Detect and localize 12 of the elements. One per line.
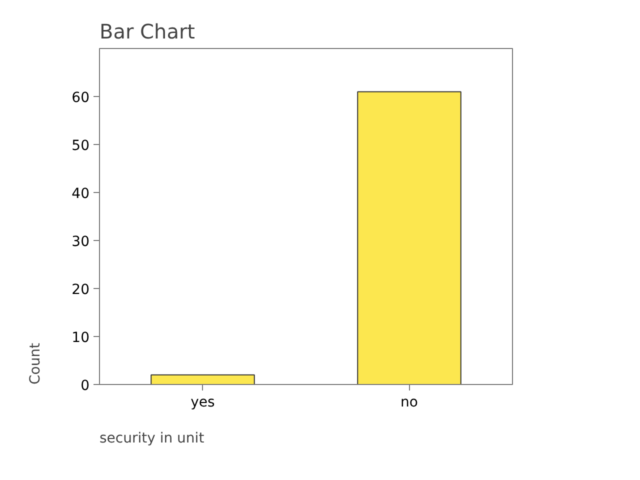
x-axis-title: security in unit: [100, 430, 205, 446]
y-tick-label: 50: [72, 138, 90, 154]
y-tick-label: 40: [72, 186, 90, 202]
y-tick-label: 10: [72, 330, 90, 346]
x-tick-label: no: [400, 394, 418, 410]
y-axis-title: Count: [28, 342, 44, 384]
chart-title: Bar Chart: [100, 20, 196, 44]
y-tick-label: 60: [72, 90, 90, 106]
x-tick-label: yes: [190, 394, 215, 410]
y-tick-label: 0: [80, 378, 90, 394]
y-tick-label: 30: [72, 234, 90, 250]
y-tick-label: 20: [72, 282, 90, 298]
